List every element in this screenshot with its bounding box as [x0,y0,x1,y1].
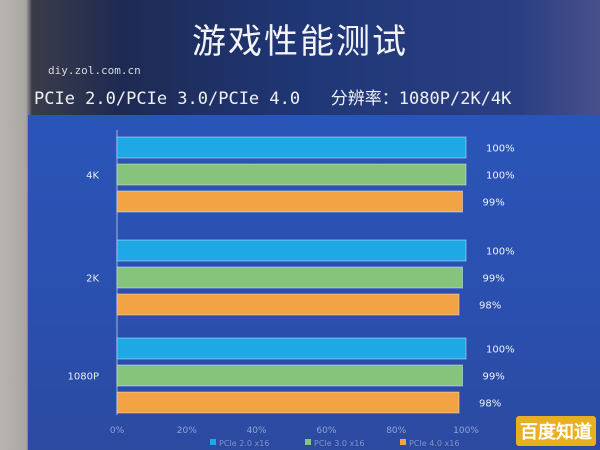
bar [116,136,467,159]
x-tick-label: 80% [386,426,406,436]
bar [116,364,464,387]
chart-subtitle: PCIe 2.0/PCIe 3.0/PCIe 4.0 分辨率：1080P/2K/… [34,89,512,109]
data-label: 100% [486,144,515,155]
category-label: 2K [86,274,99,285]
bar [116,391,460,414]
data-label: 98% [479,301,501,312]
bar [116,163,467,186]
x-tick-label: 100% [453,426,479,436]
x-tick-label: 0% [110,426,125,436]
x-tick-label: 20% [177,426,197,436]
bar [116,190,464,213]
data-label: 98% [479,399,501,410]
legend-swatch [210,439,216,445]
legend-label: PCIe 3.0 x16 [314,439,364,448]
legend-label: PCIe 2.0 x16 [219,439,269,448]
x-tick-label: 40% [247,426,267,436]
data-label: 99% [483,372,505,383]
data-label: 100% [486,345,515,356]
data-label: 100% [486,247,515,258]
bar [116,266,464,289]
x-tick-label: 60% [316,426,336,436]
baidu-logo: 百度知道 [516,416,596,446]
legend-label: PCIe 4.0 x16 [409,439,459,448]
legend-swatch [400,439,406,445]
category-label: 4K [86,171,99,182]
legend-swatch [305,439,311,445]
data-label: 100% [486,171,515,182]
data-label: 99% [483,198,505,209]
chart-title: 游戏性能测试 [192,22,408,62]
category-label: 1080P [68,372,99,383]
bar [116,293,460,316]
watermark: diy.zol.com.cn [48,64,141,77]
bar [116,239,467,262]
bar [116,337,467,360]
data-label: 99% [483,274,505,285]
